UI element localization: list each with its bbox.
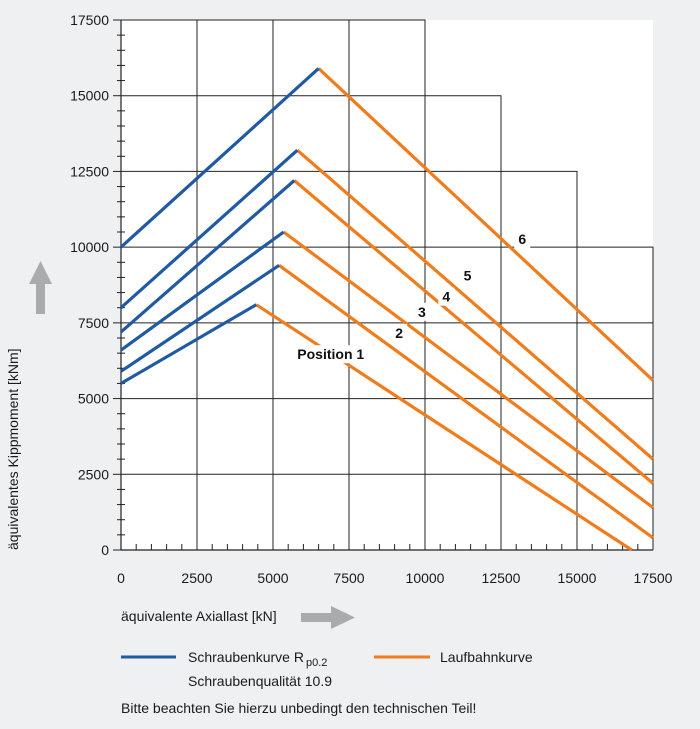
race-curve-3 [282, 230, 654, 509]
y-axis-title: äquivalentes Kippmoment [kNm] [5, 348, 21, 550]
curve-label-1: Position 1 [297, 346, 364, 362]
y-tick-label: 5000 [78, 391, 109, 407]
curve-label-bg [514, 230, 531, 249]
curve-label-2: 2 [395, 325, 403, 341]
legend-label-screw-main: Schraubenkurve R [188, 649, 304, 665]
x-tick-label: 2500 [181, 570, 212, 586]
screw-curve-1 [120, 303, 258, 385]
curve-label-3: 3 [418, 304, 426, 320]
y-tick-label: 12500 [70, 163, 109, 179]
race-curve-6 [317, 67, 655, 382]
y-axis-arrow-icon [29, 261, 52, 314]
x-axis-arrow-icon [301, 606, 355, 629]
race-curve-4 [293, 179, 655, 485]
x-tick-label: 17500 [634, 570, 673, 586]
y-tick-label: 17500 [70, 12, 109, 28]
x-axis-ticks: 0 2500 5000 7500 10000 12500 15000 17500 [117, 542, 673, 586]
y-tick-label: 15000 [70, 88, 109, 104]
axes [120, 20, 653, 551]
x-axis-title: äquivalente Axiallast [kN] [121, 608, 277, 624]
legend-label-race: Laufbahnkurve [440, 649, 533, 665]
curve-label-bg [413, 302, 430, 321]
curve-label-bg [438, 287, 455, 306]
x-tick-label: 5000 [257, 570, 288, 586]
x-tick-label: 7500 [333, 570, 364, 586]
x-tick-label: 10000 [406, 570, 445, 586]
y-tick-label: 10000 [70, 239, 109, 255]
screw-curve-3 [120, 230, 285, 352]
screw-curve-5 [119, 149, 299, 309]
curve-label-4: 4 [442, 289, 450, 305]
curve-label-bg [391, 324, 408, 342]
plot-area-background [121, 20, 653, 550]
y-axis-ticks: 0 2500 5000 7500 10000 12500 15000 17500 [70, 12, 125, 558]
chart-svg: 0 2500 5000 7500 10000 12500 15000 17500 0 2500 5… [5, 12, 673, 689]
screw-curve-4 [119, 179, 296, 334]
legend-label-screw-line2: Schraubenqualität 10.9 [188, 673, 332, 689]
y-tick-label: 2500 [78, 466, 109, 482]
y-tick-label: 7500 [78, 315, 109, 331]
legend-label-screw-sub: p0.2 [306, 657, 327, 669]
curve-label-bg [459, 266, 476, 285]
x-tick-label: 15000 [558, 570, 597, 586]
race-curve-2 [278, 264, 654, 540]
screw-curve-6 [119, 67, 320, 249]
screw-curve-2 [120, 263, 280, 373]
y-tick-label: 0 [101, 542, 109, 558]
race-curve-5 [296, 149, 655, 461]
curve-label-6: 6 [518, 231, 526, 247]
grid-lines [121, 19, 654, 550]
curve-label-5: 5 [464, 267, 472, 283]
curve-label-bg [280, 345, 369, 364]
footnote: Bitte beachten Sie hierzu unbedingt den … [121, 700, 477, 716]
x-tick-label: 12500 [482, 570, 521, 586]
x-tick-label: 0 [117, 570, 125, 586]
